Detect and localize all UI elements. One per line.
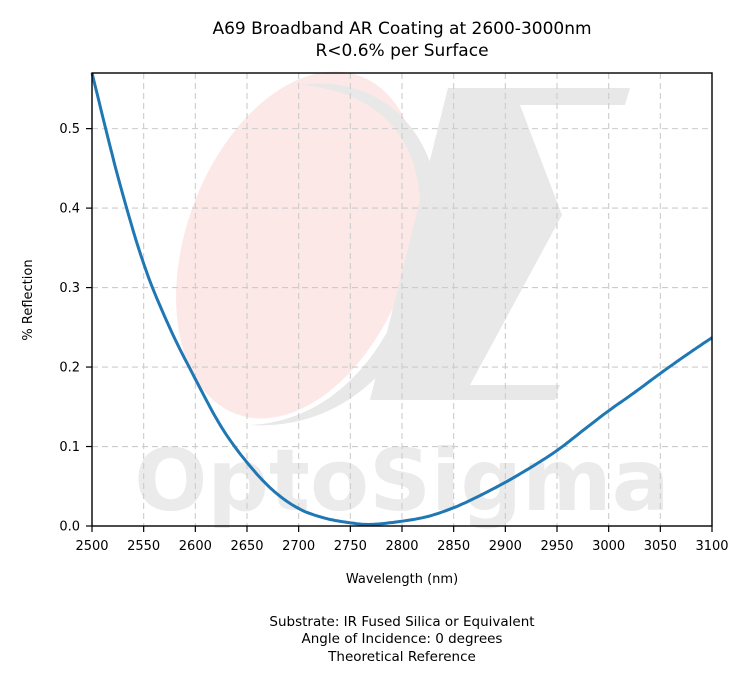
x-tick-label: 2850 [437,539,470,554]
y-axis-label: % Reflection [21,259,36,340]
x-tick-label: 3050 [644,539,677,554]
x-tick-label: 2700 [282,539,315,554]
x-tick-label: 2900 [489,539,522,554]
y-tick-label: 0.4 [59,202,80,217]
watermark: OptoSigma [134,71,670,531]
x-tick-label: 2550 [127,539,160,554]
footer-line-reference: Theoretical Reference [327,649,476,665]
grid [92,73,712,526]
x-tick-label: 2950 [540,539,573,554]
x-tick-label: 2750 [334,539,367,554]
chart-subtitle: R<0.6% per Surface [315,41,488,61]
watermark-omega-arc-icon [250,83,441,426]
footer-line-substrate: Substrate: IR Fused Silica or Equivalent [269,614,534,630]
y-tick-label: 0.5 [59,122,80,137]
watermark-sigma-icon [370,88,630,400]
y-tick-label: 0.2 [59,361,80,376]
x-tick-label: 2800 [385,539,418,554]
watermark-ellipse [176,71,420,419]
x-tick-label: 2650 [230,539,263,554]
x-tick-label: 2600 [179,539,212,554]
plot-frame [91,72,713,527]
footer-line-angle: Angle of Incidence: 0 degrees [302,631,503,647]
y-tick-label: 0.1 [59,440,80,455]
y-tick-label: 0.0 [59,520,80,535]
x-tick-label: 3100 [695,539,728,554]
x-axis-label: Wavelength (nm) [346,572,458,587]
y-tick-label: 0.3 [59,281,80,296]
x-tick-label: 3000 [592,539,625,554]
ticks: 2500 2550 2600 2650 2700 2750 2800 2850 2900 2950… [59,122,728,554]
chart-title: A69 Broadband AR Coating at 2600-3000nm [212,19,591,39]
series-line [90,72,713,526]
x-tick-label: 2500 [75,539,108,554]
